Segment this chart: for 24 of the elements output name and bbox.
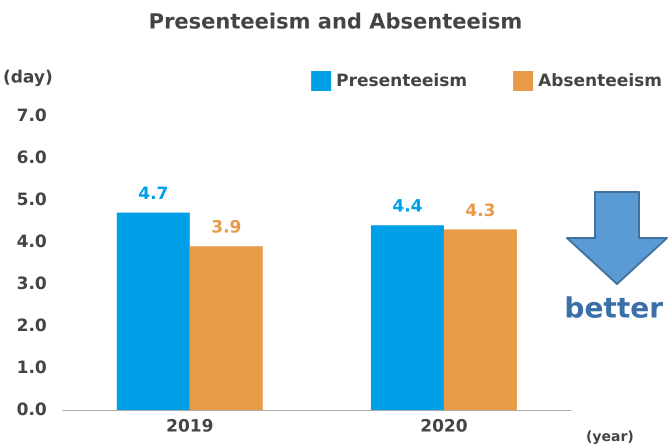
legend-label: Absenteeism — [538, 71, 662, 91]
legend-label: Presenteeism — [336, 71, 468, 91]
y-tick-label: 2.0 — [16, 316, 47, 336]
bar — [370, 225, 444, 410]
bar — [444, 229, 517, 410]
y-tick-label: 7.0 — [16, 106, 47, 126]
data-label: 4.4 — [392, 196, 423, 217]
bar — [116, 212, 190, 410]
x-tick-label: 2020 — [420, 416, 468, 436]
y-tick-label: 1.0 — [16, 358, 47, 378]
bar — [190, 246, 263, 410]
x-axis-title: (year) — [586, 429, 634, 445]
y-tick-label: 6.0 — [16, 148, 47, 168]
x-tick-label: 2019 — [166, 416, 214, 436]
y-tick-label: 0.0 — [16, 400, 47, 420]
y-tick-label: 3.0 — [16, 274, 47, 294]
data-label: 4.7 — [138, 184, 168, 204]
y-tick-label: 5.0 — [16, 190, 47, 210]
data-label: 3.9 — [211, 218, 242, 238]
y-axis-title: (day) — [2, 68, 53, 88]
data-label: 4.3 — [465, 200, 496, 221]
annotation: better — [564, 292, 664, 324]
chart-title: Presenteeism and Absenteeism — [148, 10, 522, 34]
y-tick-label: 4.0 — [16, 232, 47, 252]
